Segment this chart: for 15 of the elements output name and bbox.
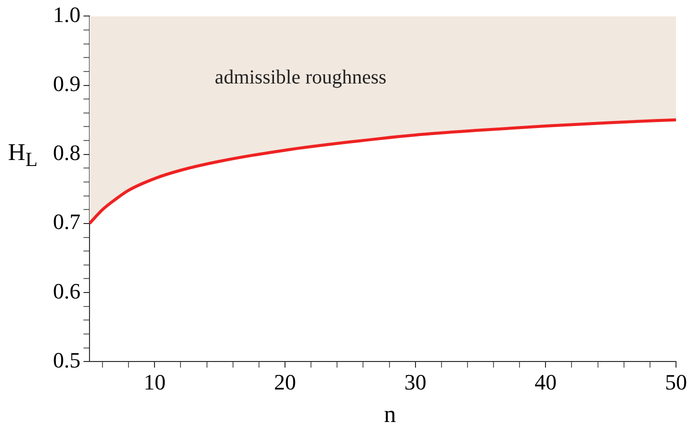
x-tick-label: 30: [404, 370, 426, 395]
y-axis-title: H$_{L}$: [8, 140, 38, 172]
y-tick-label: 0.9: [53, 71, 80, 96]
line-series: [90, 118, 676, 225]
y-tick-label: 0.8: [53, 140, 80, 166]
x-tick-label: 20: [274, 370, 296, 395]
x-tick-label: 40: [534, 370, 557, 395]
x-tick-label: 10: [144, 370, 166, 395]
x-axis-title: n: [383, 402, 397, 429]
annotation: admissible roughness: [214, 66, 387, 89]
x-tick-label: 50: [665, 370, 687, 395]
y-tick-label: 0.6: [53, 278, 80, 304]
text: 1.0: [53, 2, 80, 27]
y-tick-label: 0.7: [53, 209, 80, 234]
y-tick-label: 0.5: [53, 347, 80, 372]
